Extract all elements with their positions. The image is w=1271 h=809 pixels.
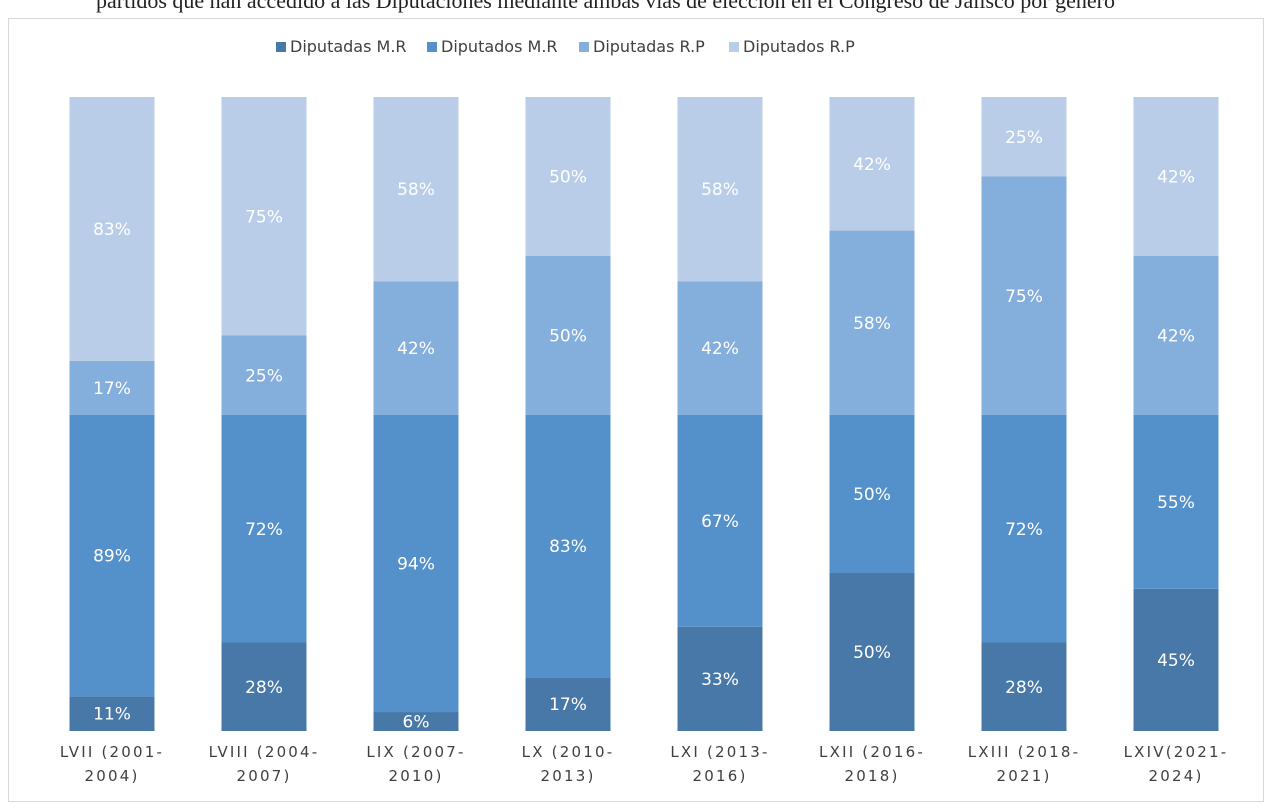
bar-segment (221, 415, 307, 643)
data-label: 83% (93, 220, 131, 240)
bar-segment (981, 415, 1067, 643)
bar-segment (677, 415, 763, 627)
data-label: 42% (397, 339, 435, 359)
bar-segment (981, 97, 1067, 177)
category-tick-label: LXIII (2018- (968, 743, 1081, 761)
data-label: 89% (93, 547, 131, 567)
data-label: 58% (397, 180, 435, 200)
bar-segment (525, 97, 611, 256)
data-label: 75% (1005, 287, 1043, 307)
data-label: 25% (1005, 128, 1043, 148)
data-label: 42% (701, 339, 739, 359)
stacked-bar-chart: Diputadas M.R Diputados M.R Diputadas R.P D… (60, 37, 1229, 785)
data-label: 50% (853, 485, 891, 505)
bar-segment (677, 281, 763, 415)
bar-segment (1133, 256, 1219, 415)
legend-label: Diputadas R.P (593, 37, 705, 56)
legend-swatch (579, 42, 589, 52)
data-label: 45% (1157, 651, 1195, 671)
category-tick-label: 2004) (84, 767, 139, 785)
bar-segment (373, 712, 459, 731)
data-label: 83% (549, 537, 587, 557)
bar-segment (221, 97, 307, 336)
category-tick-label: LXIV(2021- (1124, 743, 1229, 761)
data-label: 42% (1157, 327, 1195, 347)
bar-segment (373, 281, 459, 415)
bar-segment (525, 415, 611, 678)
category-tick-label: LVIII (2004- (209, 743, 320, 761)
category-tick-label: 2018) (844, 767, 899, 785)
bars-group: 11% 89% 17% 83% 28% 72% 25% 75% 6% 94% 42% 58% 17% 83… (69, 97, 1219, 733)
category-tick-label: 2021) (996, 767, 1051, 785)
bar-segment (373, 97, 459, 282)
data-label: 28% (1005, 678, 1043, 698)
category-labels: LVII (2001- 2004) LVIII (2004- 2007) LIX (20… (60, 743, 1229, 785)
bar-segment (1133, 415, 1219, 589)
bar-segment (525, 256, 611, 415)
data-label: 17% (549, 695, 587, 715)
bar-segment (69, 415, 155, 697)
data-label: 17% (93, 379, 131, 399)
category-tick-label: LIX (2007- (366, 743, 465, 761)
bar-segment (1133, 588, 1219, 731)
legend-swatch (276, 42, 286, 52)
legend-swatch (729, 42, 739, 52)
legend-label: Diputadas M.R (290, 37, 407, 56)
category-tick-label: 2010) (388, 767, 443, 785)
category-tick-label: 2013) (540, 767, 595, 785)
data-label: 72% (1005, 520, 1043, 540)
category-tick-label: LXII (2016- (819, 743, 925, 761)
bar-segment (829, 97, 915, 231)
bar-segment (829, 230, 915, 415)
data-label: 75% (245, 207, 283, 227)
data-label: 42% (853, 155, 891, 175)
data-label: 55% (1157, 493, 1195, 513)
data-label: 50% (853, 643, 891, 663)
data-label: 42% (1157, 168, 1195, 188)
bar-segment (69, 360, 155, 415)
data-label: 11% (93, 705, 131, 725)
data-label: 50% (549, 327, 587, 347)
bar-segment (677, 626, 763, 731)
data-label: 67% (701, 512, 739, 532)
bar-segment (69, 97, 155, 361)
data-label: 50% (549, 168, 587, 188)
category-tick-label: 2024) (1148, 767, 1203, 785)
bar-segment (829, 415, 915, 573)
chart-area: Diputadas M.R Diputados M.R Diputadas R.P D… (8, 18, 1264, 802)
category-tick-label: 2007) (236, 767, 291, 785)
legend-label: Diputados R.P (743, 37, 855, 56)
legend-swatch (427, 42, 437, 52)
bar-segment (373, 415, 459, 713)
data-label: 58% (853, 314, 891, 334)
data-label: 58% (701, 180, 739, 200)
partial-caption-text: partidos que han accedido a las Diputaci… (96, 0, 1115, 13)
bar-segment (677, 97, 763, 282)
bar-segment (829, 573, 915, 731)
bar-segment (221, 642, 307, 731)
category-tick-label: LXI (2013- (670, 743, 769, 761)
bar-segment (69, 696, 155, 731)
bar-segment (525, 677, 611, 731)
bar-segment (1133, 97, 1219, 256)
bar-segment (221, 335, 307, 415)
bar-segment (981, 642, 1067, 731)
legend-label: Diputados M.R (441, 37, 558, 56)
category-tick-label: LVII (2001- (60, 743, 164, 761)
bar-segment (981, 176, 1067, 415)
data-label: 6% (403, 713, 430, 733)
chart-legend: Diputadas M.R Diputados M.R Diputadas R.P D… (276, 37, 855, 56)
data-label: 25% (245, 366, 283, 386)
data-label: 94% (397, 555, 435, 575)
data-label: 72% (245, 520, 283, 540)
data-label: 28% (245, 678, 283, 698)
category-tick-label: LX (2010- (522, 743, 615, 761)
category-tick-label: 2016) (692, 767, 747, 785)
data-label: 33% (701, 670, 739, 690)
